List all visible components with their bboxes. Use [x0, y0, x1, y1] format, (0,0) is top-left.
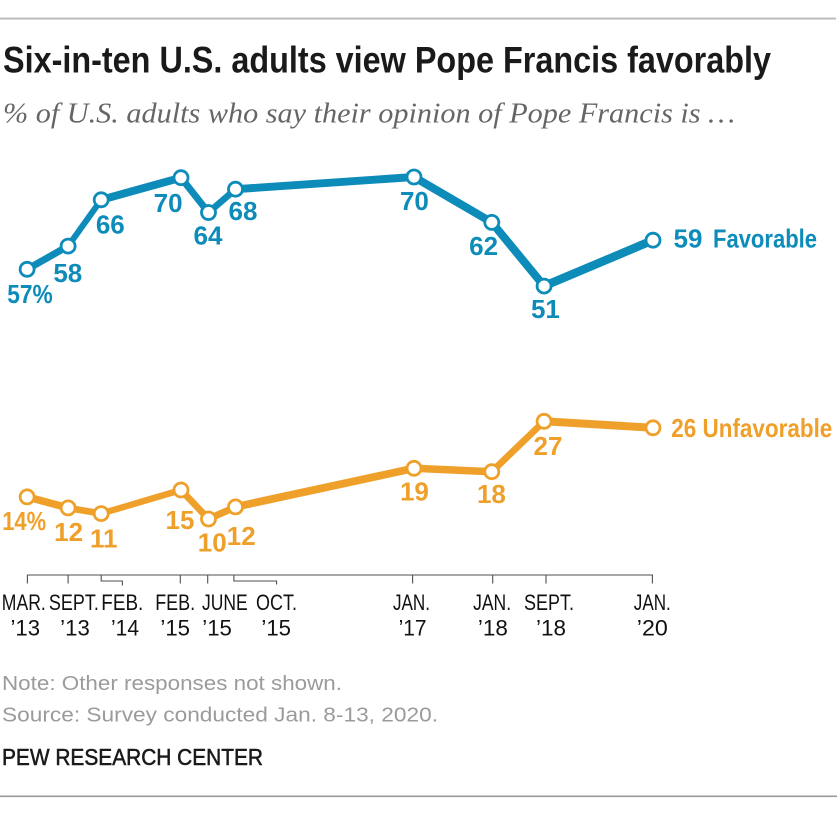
- svg-text:11: 11: [90, 524, 118, 554]
- svg-text:% of U.S. adults who say their: % of U.S. adults who say their opinion o…: [3, 97, 735, 129]
- svg-text:15: 15: [166, 505, 195, 535]
- svg-text:’18: ’18: [478, 616, 508, 641]
- svg-text:PEW RESEARCH CENTER: PEW RESEARCH CENTER: [2, 744, 263, 770]
- svg-text:SEPT.: SEPT.: [524, 590, 574, 615]
- svg-text:62: 62: [469, 231, 498, 261]
- svg-text:’15: ’15: [160, 616, 190, 641]
- svg-text:’13: ’13: [60, 616, 90, 641]
- svg-text:’20: ’20: [637, 616, 668, 641]
- svg-text:SEPT.: SEPT.: [49, 590, 99, 615]
- svg-text:JAN.: JAN.: [473, 590, 511, 615]
- svg-text:JAN.: JAN.: [393, 590, 430, 615]
- svg-text:JUNE: JUNE: [202, 590, 248, 615]
- svg-text:’18: ’18: [536, 616, 566, 641]
- svg-text:Note: Other responses not show: Note: Other responses not shown.: [2, 672, 342, 695]
- svg-text:70: 70: [400, 186, 429, 216]
- svg-text:59: 59: [674, 224, 703, 254]
- svg-text:14%: 14%: [2, 506, 46, 536]
- svg-text:68: 68: [229, 196, 258, 226]
- svg-text:FEB.: FEB.: [101, 590, 143, 615]
- svg-text:26 Unfavorable: 26 Unfavorable: [671, 413, 832, 443]
- svg-text:64: 64: [194, 220, 223, 250]
- svg-text:19: 19: [400, 476, 429, 506]
- svg-text:57%: 57%: [7, 279, 53, 309]
- svg-text:27: 27: [534, 431, 563, 461]
- svg-text:’13: ’13: [11, 616, 41, 641]
- svg-text:’17: ’17: [399, 616, 427, 641]
- svg-text:51: 51: [531, 294, 560, 324]
- svg-text:Source: Survey conducted Jan.: Source: Survey conducted Jan. 8-13, 2020…: [2, 704, 438, 727]
- svg-text:Six-in-ten U.S. adults view Po: Six-in-ten U.S. adults view Pope Francis…: [3, 39, 771, 81]
- svg-text:JAN.: JAN.: [634, 590, 671, 615]
- svg-text:MAR.: MAR.: [2, 590, 46, 615]
- svg-text:12: 12: [227, 521, 256, 551]
- svg-text:18: 18: [477, 479, 506, 509]
- svg-text:70: 70: [154, 188, 183, 218]
- svg-text:’15: ’15: [261, 616, 291, 641]
- svg-text:’15: ’15: [202, 616, 232, 641]
- svg-text:’14: ’14: [111, 616, 139, 641]
- svg-text:10: 10: [198, 527, 227, 557]
- svg-text:Favorable: Favorable: [713, 224, 817, 254]
- svg-text:OCT.: OCT.: [256, 590, 297, 615]
- svg-text:66: 66: [96, 210, 125, 240]
- svg-text:58: 58: [53, 258, 82, 288]
- svg-text:12: 12: [54, 517, 83, 547]
- svg-text:FEB.: FEB.: [155, 590, 195, 615]
